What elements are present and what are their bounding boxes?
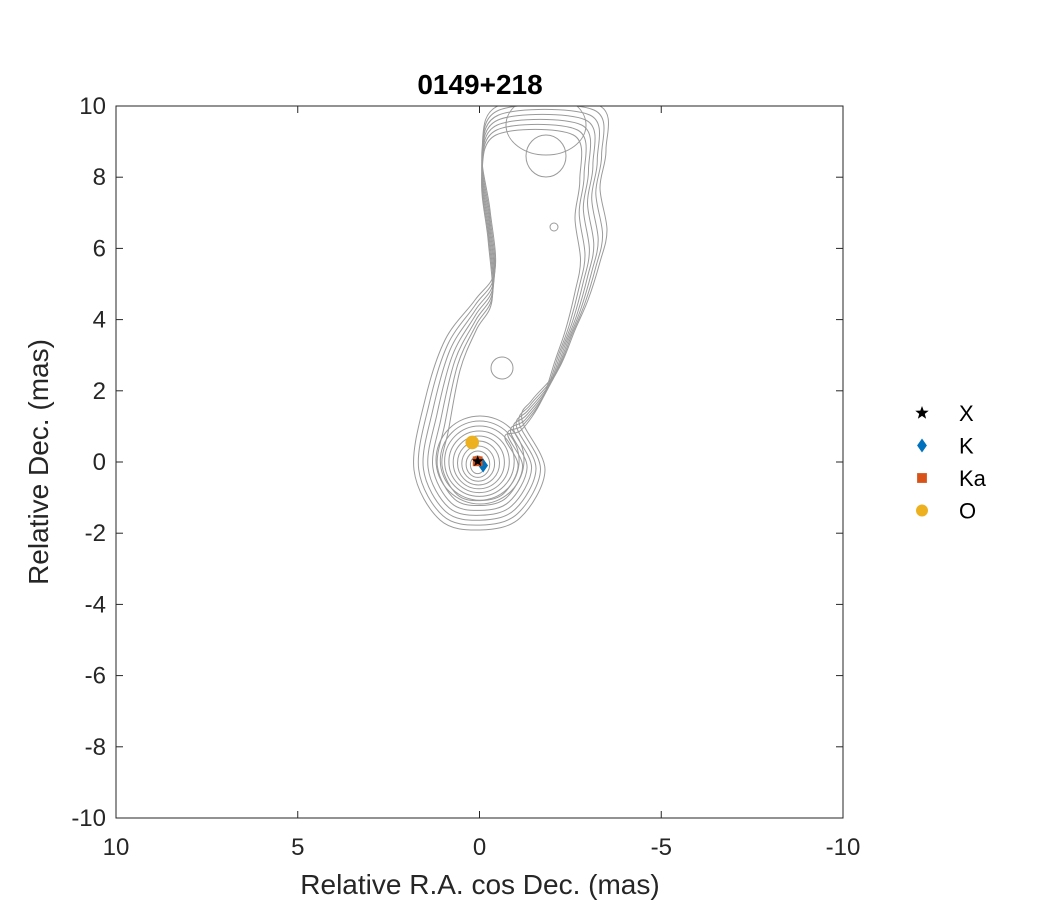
- contour-jet-1: [417, 106, 605, 526]
- contour-core-7: [465, 450, 491, 478]
- contour-jet-3: [427, 113, 596, 516]
- y-tick-label: 10: [79, 93, 106, 120]
- contour-core-6: [461, 445, 496, 482]
- y-tick-label: -2: [85, 520, 106, 547]
- legend-label-o: O: [959, 499, 976, 524]
- x-tick-label: 10: [103, 834, 130, 861]
- legend-label-k: K: [959, 434, 974, 459]
- data-markers: [465, 435, 489, 473]
- y-tick-label: 4: [93, 307, 106, 334]
- contour-jet-4: [431, 118, 592, 511]
- legend-marker-ka: [917, 473, 927, 483]
- contour-core-2: [444, 425, 515, 497]
- x-tick-label: 5: [291, 834, 304, 861]
- contour-knot-upper-outer: [505, 106, 587, 156]
- chart-title: 0149+218: [417, 69, 542, 100]
- y-tick-label: 8: [93, 164, 106, 191]
- y-tick-label: -10: [71, 805, 106, 832]
- contour-jet-6: [441, 128, 583, 502]
- contour-core-1: [439, 420, 520, 501]
- x-tick-label: -5: [651, 834, 672, 861]
- x-tick-labels: 10 5 0 -5 -10: [103, 834, 861, 861]
- y-tick-labels: -10 -8 -6 -4 -2 0 2 4 6 8 10: [71, 93, 106, 832]
- legend-label-ka: Ka: [959, 466, 987, 491]
- marker-o-0: [465, 435, 480, 450]
- contour-jet-5: [436, 123, 587, 507]
- legend-marker-x: [915, 406, 929, 419]
- y-tick-label: 6: [93, 235, 106, 262]
- y-tick-label: 0: [93, 449, 106, 476]
- legend: XK Ka O: [915, 401, 987, 524]
- legend-marker-o: [916, 504, 928, 517]
- contour-jet-2: [422, 108, 601, 521]
- x-tick-label: 0: [473, 834, 486, 861]
- axis-ticks: [115, 105, 844, 819]
- y-tick-label: -4: [85, 591, 106, 618]
- marker-x-0: [472, 455, 484, 467]
- contour-knot-mid: [490, 356, 514, 380]
- y-tick-label: -8: [85, 734, 106, 761]
- contour-jet-0: [413, 106, 610, 531]
- contour-core-4: [452, 435, 505, 490]
- y-axis-label: Relative Dec. (mas): [23, 339, 54, 585]
- legend-label-x: X: [959, 401, 974, 426]
- x-tick-label: -10: [826, 834, 861, 861]
- contour-core-0: [435, 415, 525, 505]
- y-tick-label: 2: [93, 378, 106, 405]
- legend-marker-k: [917, 438, 927, 453]
- y-tick-label: -6: [85, 663, 106, 690]
- contour-knot-upper: [525, 134, 567, 178]
- contour-knot-small: [549, 222, 559, 232]
- contour-map: [413, 106, 610, 531]
- contour-core-3: [448, 430, 510, 494]
- x-axis-label: Relative R.A. cos Dec. (mas): [300, 869, 659, 900]
